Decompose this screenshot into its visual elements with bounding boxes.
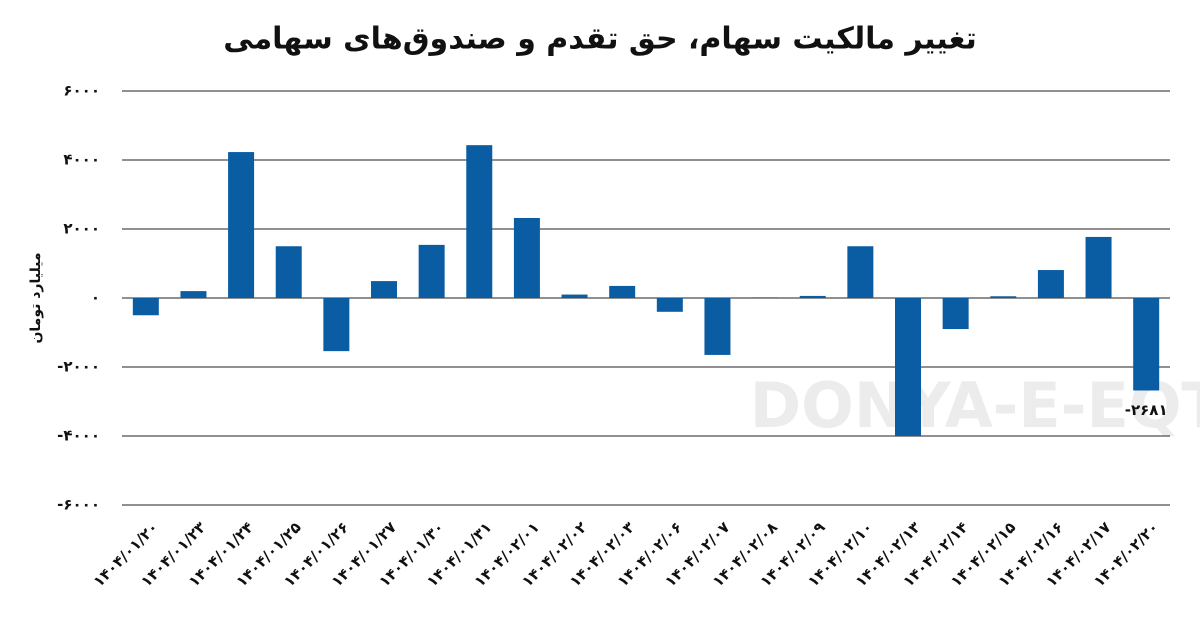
- bar: [609, 285, 636, 298]
- bar: [228, 152, 255, 298]
- y-tick-label: ۴۰۰۰: [63, 151, 100, 169]
- bar: [132, 298, 159, 316]
- bar: [418, 244, 445, 298]
- bar: [513, 217, 540, 298]
- data-label: -۲۶۸۱: [1125, 401, 1168, 419]
- bar: [752, 297, 779, 298]
- y-tick-label: ۰: [91, 289, 100, 307]
- bar: [180, 291, 207, 298]
- y-tick-label: -۲۰۰۰: [57, 358, 100, 376]
- bar: [1037, 270, 1064, 298]
- bar: [323, 298, 350, 352]
- watermark: DONYA-E-EQTESAD: [750, 369, 1200, 442]
- y-tick-label: ۲۰۰۰: [63, 220, 100, 238]
- y-tick-label: ۶۰۰۰: [63, 82, 100, 100]
- bar: [847, 246, 874, 298]
- bar: [466, 145, 493, 298]
- bar: [799, 295, 826, 298]
- chart-title: تغییر مالکیت سهام، حق تقدم و صندوق‌های س…: [223, 22, 977, 57]
- bar: [942, 298, 969, 330]
- y-tick-label: -۶۰۰۰: [57, 496, 100, 514]
- bar: [371, 281, 397, 298]
- bar: [704, 298, 731, 355]
- y-tick-label: -۴۰۰۰: [57, 427, 100, 445]
- bar: [561, 294, 588, 298]
- bar: [990, 296, 1017, 298]
- bar: [895, 298, 921, 436]
- bar: [656, 298, 683, 312]
- bar: [1085, 236, 1112, 298]
- bar: [275, 246, 302, 298]
- y-axis-label: میلیارد تومان: [28, 252, 44, 343]
- bar: [1133, 298, 1160, 391]
